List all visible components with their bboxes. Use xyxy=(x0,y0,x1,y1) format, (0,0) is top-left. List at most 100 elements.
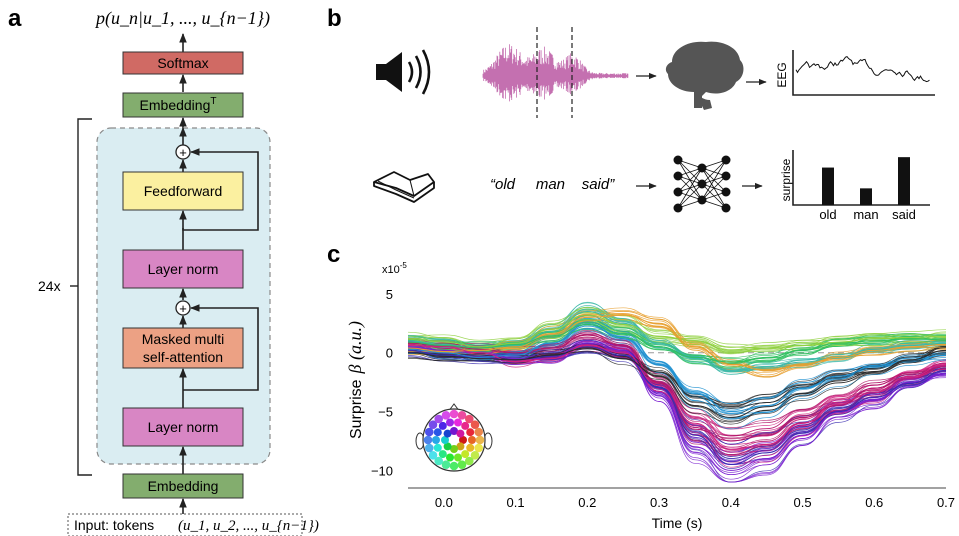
series-line xyxy=(407,307,947,372)
electrode-dot xyxy=(474,427,484,437)
input-tokens-math: (u_1, u_2, ..., u_{n−1}) xyxy=(178,518,319,534)
x-tick-labels: 0.0 0.1 0.2 0.3 0.4 0.5 0.6 0.7 xyxy=(435,495,955,510)
electrode-dot xyxy=(443,429,452,438)
panel-a: a p(u_n|u_1, ..., u_{n−1}) Softmax Embed… xyxy=(8,5,319,536)
electrode-dot xyxy=(449,461,459,471)
electrode-dot xyxy=(438,450,447,459)
electrode-dot xyxy=(475,435,485,445)
electrode-dot xyxy=(438,421,447,430)
input-label: Input: tokens xyxy=(74,517,154,533)
layer-norm-bottom-label: Layer norm xyxy=(148,419,219,435)
electrode-dot xyxy=(470,420,480,430)
electrode-dot xyxy=(441,411,451,420)
repeat-bracket xyxy=(77,118,92,476)
panel-c: c x10-5 Surpriseβ (a.u.) 50−5−10 0.0 0.1 0… xyxy=(327,241,955,531)
surprise-bar-label-said: said xyxy=(892,207,916,222)
masked-attention-line2: self-attention xyxy=(143,349,223,365)
electrode-dot xyxy=(443,442,452,451)
embedding-transpose-sup: T xyxy=(210,96,216,107)
panel-label-b: b xyxy=(327,5,342,32)
electrode-dot xyxy=(441,436,449,444)
residual-add-mid xyxy=(175,300,191,316)
y-axis-label: Surprise β (a.u.) xyxy=(345,321,366,439)
scale-factor-base: x10 xyxy=(382,264,400,276)
electrode-dot xyxy=(434,456,444,466)
embedding-transpose-box xyxy=(122,92,244,118)
eeg-plot: EEG xyxy=(775,50,935,96)
series-line xyxy=(407,350,947,423)
electrode-dot xyxy=(449,409,459,419)
x-tick-label: 0.2 xyxy=(578,495,596,510)
x-tick-label: 0.3 xyxy=(650,495,668,510)
repeat-count: 24x xyxy=(38,278,61,294)
electrode-dot xyxy=(461,450,470,459)
electrode-dot xyxy=(433,428,442,437)
electrode-dot xyxy=(466,443,475,452)
head-topography-icon xyxy=(415,403,493,472)
surprise-bar-label-man: man xyxy=(853,207,878,222)
electrode-dot xyxy=(474,443,484,453)
series-line xyxy=(407,314,947,351)
softmax-box xyxy=(122,51,244,75)
series-line xyxy=(407,323,947,363)
surprise-bar-man xyxy=(860,188,872,205)
x-tick-label: 0.0 xyxy=(435,495,453,510)
electrode-dot xyxy=(465,414,474,424)
surprise-bar-old xyxy=(822,167,834,205)
electrode-dot xyxy=(457,411,467,420)
softmax-label: Softmax xyxy=(157,55,208,71)
layer-norm-bottom-box xyxy=(122,407,244,447)
y-tick-label: −5 xyxy=(378,405,393,420)
electrode-dot xyxy=(456,442,465,451)
x-axis-label: Time (s) xyxy=(652,515,703,531)
electrode-dot xyxy=(468,436,476,444)
y-axis-label-symbol: β (a.u.) xyxy=(345,321,366,374)
electrode-dot xyxy=(428,420,438,430)
embedding-transpose-label: EmbeddingT xyxy=(140,96,217,113)
surprise-series xyxy=(407,301,947,483)
feedforward-label: Feedforward xyxy=(144,183,223,199)
x-tick-label: 0.6 xyxy=(865,495,883,510)
panel-label-a: a xyxy=(8,5,22,32)
surprise-axis-label: surprise xyxy=(779,158,793,201)
scale-factor-exp: -5 xyxy=(400,261,408,270)
eeg-label: EEG xyxy=(775,62,789,87)
electrode-dot xyxy=(454,453,462,462)
electrode-dot xyxy=(454,418,462,427)
electrode-dot xyxy=(423,435,433,445)
electrode-dot xyxy=(432,436,440,444)
electrode-dot xyxy=(466,428,475,437)
sentence-text: “old man said” xyxy=(490,176,615,193)
y-tick-labels: 5 0 −5 −10 xyxy=(371,287,393,478)
panel-label-c: c xyxy=(327,241,340,268)
y-tick-label: 0 xyxy=(386,346,393,361)
electrode-dot xyxy=(461,421,470,430)
svg-text:+: + xyxy=(179,145,187,160)
embedding-box xyxy=(122,473,244,499)
input-box xyxy=(67,513,303,536)
electrode-dot xyxy=(450,436,458,444)
electrode-dot xyxy=(446,418,454,427)
electrode-dot xyxy=(433,443,442,452)
series-line xyxy=(407,323,947,413)
embedding-label: Embedding xyxy=(148,478,219,494)
electrode-dot xyxy=(425,427,434,437)
electrode-dot xyxy=(459,436,467,444)
electrode-dot xyxy=(465,456,474,466)
electrode-dot xyxy=(450,427,458,435)
speaker-icon xyxy=(376,49,431,95)
series-line xyxy=(407,310,947,371)
scale-factor: x10-5 xyxy=(382,261,407,276)
series-line xyxy=(407,347,947,418)
waveform-trace xyxy=(482,44,629,102)
surprise-bar-label-old: old xyxy=(819,207,836,222)
surprise-bar-said xyxy=(898,157,910,205)
electrode-dot xyxy=(446,453,454,462)
embedding-transpose-text: Embedding xyxy=(140,97,211,113)
x-tick-label: 0.1 xyxy=(507,495,525,510)
panel-b: b EEG xyxy=(327,5,935,222)
waveform-icon xyxy=(482,44,629,102)
y-tick-label: −10 xyxy=(371,463,393,478)
book-icon xyxy=(373,171,435,203)
